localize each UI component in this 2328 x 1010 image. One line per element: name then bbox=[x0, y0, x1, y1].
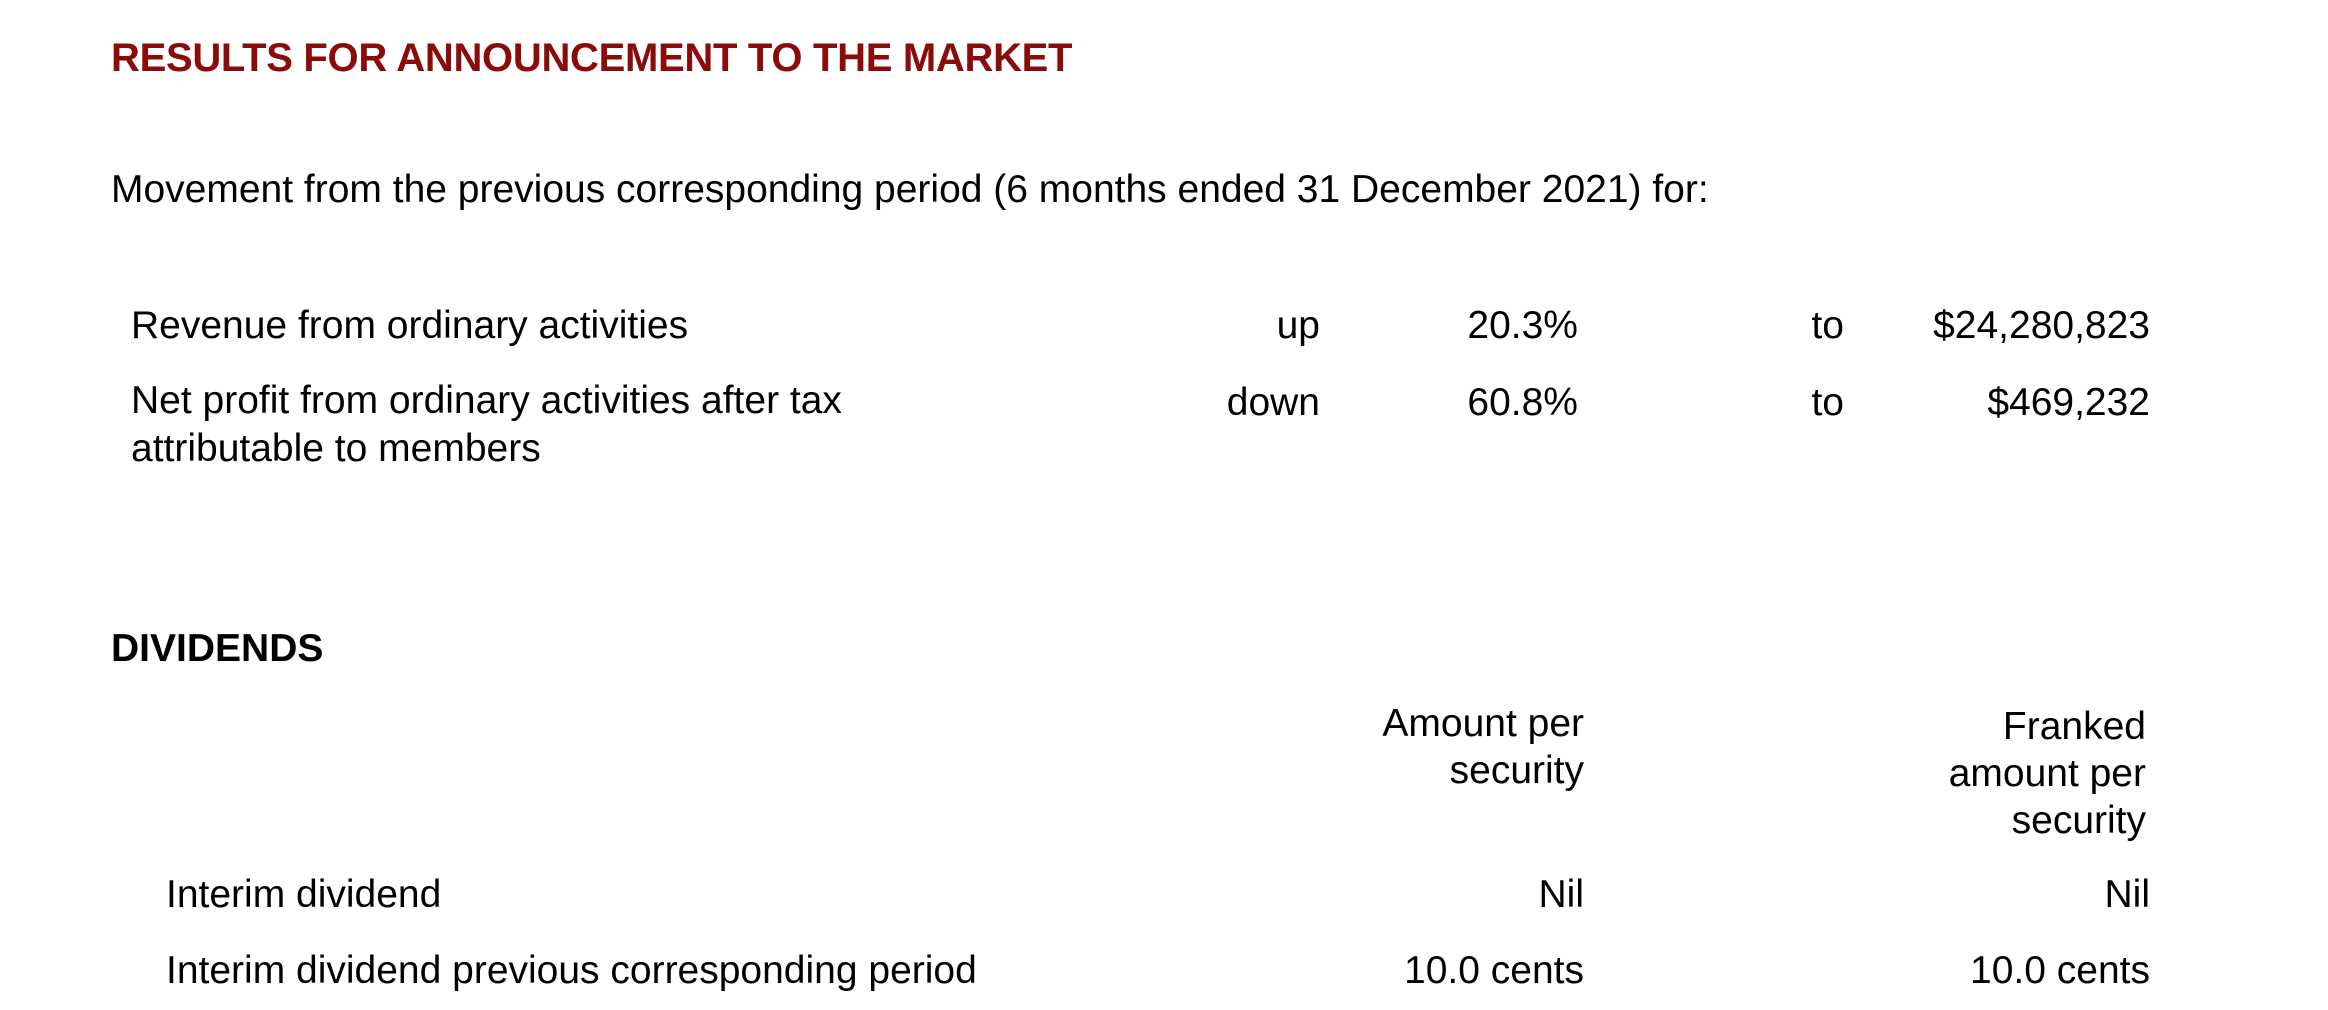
movement-direction-revenue: up bbox=[1276, 304, 1320, 347]
movement-amount-revenue: $24,280,823 bbox=[1933, 304, 2150, 347]
movement-amount-net-profit: $469,232 bbox=[1987, 381, 2150, 424]
column-header-amount-per-security: Amount per security bbox=[1382, 702, 1584, 792]
dividend-amount-interim: Nil bbox=[1538, 873, 1585, 916]
movement-to-revenue: to bbox=[1811, 304, 1844, 347]
movement-intro: Movement from the previous corresponding… bbox=[111, 168, 1709, 211]
movement-label-net-profit: Net profit from ordinary activities afte… bbox=[131, 379, 842, 470]
page-title: RESULTS FOR ANNOUNCEMENT TO THE MARKET bbox=[111, 36, 1073, 80]
dividend-label-interim: Interim dividend bbox=[166, 873, 442, 916]
movement-percent-revenue: 20.3% bbox=[1467, 304, 1578, 347]
dividend-label-previous-period: Interim dividend previous corresponding … bbox=[166, 949, 977, 992]
movement-to-net-profit: to bbox=[1811, 381, 1844, 424]
dividend-amount-previous-period: 10.0 cents bbox=[1404, 949, 1584, 992]
movement-percent-net-profit: 60.8% bbox=[1467, 381, 1578, 424]
dividends-heading: DIVIDENDS bbox=[111, 627, 324, 670]
movement-label-revenue: Revenue from ordinary activities bbox=[131, 304, 689, 347]
column-header-franked-amount-per-security: Franked amount per security bbox=[1948, 705, 2146, 842]
movement-direction-net-profit: down bbox=[1226, 381, 1320, 424]
dividend-franked-interim: Nil bbox=[2104, 873, 2151, 916]
dividend-franked-previous-period: 10.0 cents bbox=[1970, 949, 2150, 992]
